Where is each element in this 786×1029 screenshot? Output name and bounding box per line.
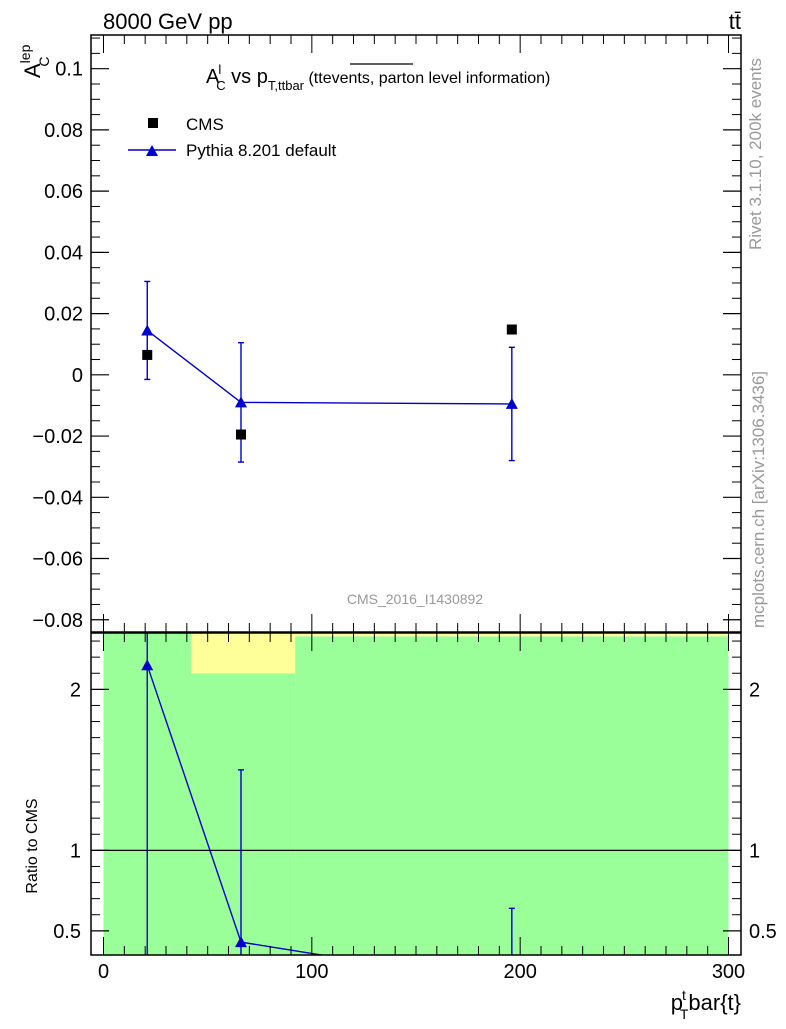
cms-point — [506, 324, 517, 335]
x-tick-label: 100 — [295, 961, 328, 983]
main-y-tick-label: 0 — [72, 365, 83, 387]
main-y-tick-label: 0.02 — [44, 304, 83, 326]
title-sub-c: C — [216, 78, 225, 93]
main-y-tick-label: −0.06 — [32, 549, 83, 571]
main-frame — [90, 34, 742, 633]
x-tick-label: 300 — [712, 961, 745, 983]
ratio-point — [141, 659, 154, 671]
legend-pythia-marker — [146, 145, 158, 156]
band-green — [191, 673, 296, 955]
ratio-y-axis: 0.5 0.5 1 1 2 2 — [53, 640, 777, 943]
main-y-tick-label: 0.06 — [44, 181, 83, 203]
pythia-point — [505, 397, 518, 409]
analysis-watermark: CMS_2016_I1430892 — [347, 591, 483, 607]
title-tt-plain: t — [314, 70, 319, 87]
xlabel-sub: T — [680, 1006, 689, 1022]
title-tt-bar: t — [318, 70, 323, 87]
ratio-y-label: Ratio to CMS — [24, 798, 41, 893]
band-yellow — [295, 633, 729, 637]
ylabel-sub: C — [36, 57, 52, 67]
title-paren: ( — [304, 70, 314, 87]
main-y-tick-label: 0.08 — [44, 120, 83, 142]
cms-point — [142, 349, 153, 360]
ylabel-sup: lep — [17, 44, 33, 63]
main-y-tick-label: −0.04 — [32, 487, 83, 509]
x-tick-label: 200 — [503, 961, 536, 983]
xlabel-sup: t — [682, 987, 686, 1003]
title-vs: vs p — [226, 66, 268, 88]
pythia-point — [141, 324, 154, 336]
main-y-tick-label: 0.04 — [44, 242, 83, 264]
pythia-point — [235, 396, 247, 408]
title-events: events, — [323, 70, 375, 87]
xlabel-rest: bar{t} — [688, 990, 741, 1015]
ratio-panel: 0.5 0.5 1 1 2 2 0 100 200 300 Ratio to CMS pt Tba… — [24, 632, 777, 1022]
rivet-label: Rivet 3.1.10, 200k events — [746, 58, 765, 250]
legend-pythia-label: Pythia 8.201 default — [186, 141, 337, 160]
title-sup-l: l — [218, 62, 221, 77]
plot-title: Al C vs pT,ttbar (ttevents, parton level … — [206, 62, 550, 93]
band-yellow — [191, 633, 296, 674]
main-series — [141, 280, 518, 463]
ratio-y-tick-label-right: 1 — [749, 840, 760, 862]
legend-cms-label: CMS — [186, 115, 224, 134]
ratio-x-axis: 0 100 200 300 — [98, 633, 745, 983]
x-axis-label: pt Tbar{t} — [671, 987, 741, 1022]
ratio-y-tick-label: 1 — [70, 840, 81, 862]
cms-point — [236, 429, 246, 440]
main-y-label: Alep C — [17, 44, 52, 78]
title-rest: parton level information) — [374, 70, 550, 87]
ratio-y-tick-label: 0.5 — [53, 921, 81, 943]
uncertainty-bands — [103, 633, 729, 955]
ylabel-a: A — [20, 63, 45, 78]
legend-cms-marker — [148, 118, 158, 128]
ratio-point — [235, 936, 247, 948]
energy-label: 8000 GeV pp — [103, 9, 233, 34]
ratio-series — [141, 633, 515, 955]
main-y-tick-label: 0.1 — [55, 59, 83, 81]
title-sub-t: T,ttbar — [268, 78, 305, 93]
xlabel-p: p — [671, 990, 683, 1015]
ratio-y-tick-label: 2 — [70, 679, 81, 701]
pythia-line — [146, 329, 512, 405]
x-tick-label: 0 — [98, 961, 109, 983]
process-label: tt̄ — [729, 9, 741, 34]
ratio-y-tick-label-right: 0.5 — [749, 921, 777, 943]
mcplots-label: mcplots.cern.ch [arXiv:1306.3436] — [749, 371, 768, 628]
title-a: A — [206, 66, 220, 88]
main-y-axis: −0.08 −0.06 −0.04 −0.02 0 0.02 0.04 0.06 0.08 0.1 — [32, 37, 741, 632]
ratio-frame — [90, 632, 742, 956]
main-y-tick-label: −0.02 — [32, 426, 83, 448]
main-y-tick-label: −0.08 — [32, 610, 83, 632]
ratio-y-tick-label-right: 2 — [749, 679, 760, 701]
band-green — [295, 636, 729, 955]
main-x-ticks — [103, 35, 729, 632]
main-panel: −0.08 −0.06 −0.04 −0.02 0 0.02 0.04 0.06 0.08 0.1… — [17, 34, 742, 633]
